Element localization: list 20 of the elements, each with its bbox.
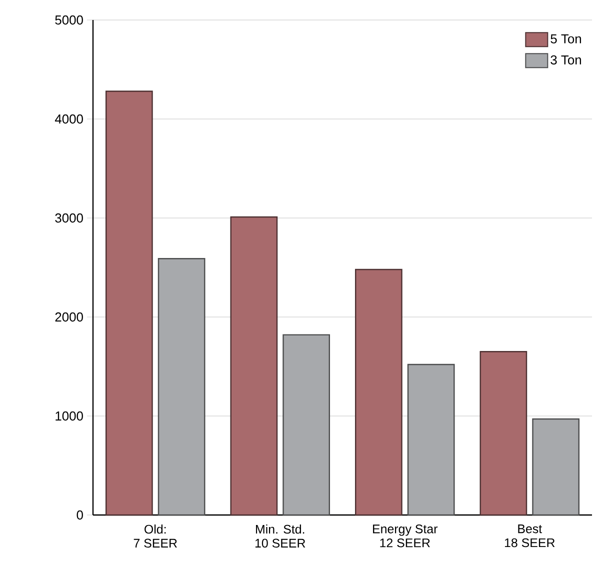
bar — [230, 216, 278, 516]
x-tick-label: Best 18 SEER — [504, 524, 555, 548]
legend-label: 5 Ton — [550, 34, 581, 44]
x-tick-label: Old: 7 SEER — [134, 524, 177, 548]
bar — [532, 418, 580, 516]
y-tick-label: 2000 — [55, 312, 83, 322]
y-tick-label: 1000 — [56, 411, 83, 421]
bar — [282, 334, 330, 516]
bar — [480, 351, 528, 516]
y-tick-label: 4000 — [54, 114, 83, 124]
x-tick-label: Energy Star 12 SEER — [373, 524, 438, 548]
legend-label: 3 Ton — [550, 55, 581, 64]
bar — [158, 258, 206, 516]
y-tick-label: 0 — [76, 510, 83, 520]
x-tick-label: Min. Std. 10 SEER — [255, 524, 306, 548]
bar — [355, 268, 402, 516]
y-tick-label: 5000 — [55, 15, 83, 25]
y-tick-label: 3000 — [55, 213, 83, 223]
bar — [407, 364, 455, 516]
bar — [106, 90, 153, 516]
